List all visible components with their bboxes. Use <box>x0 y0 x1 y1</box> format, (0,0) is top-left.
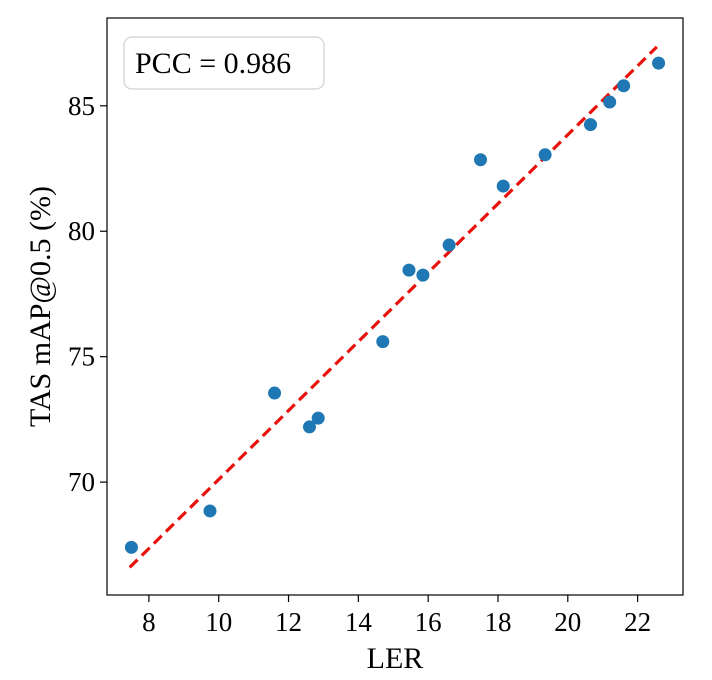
fit-line <box>128 45 658 569</box>
annotation-box <box>123 36 325 90</box>
data-point <box>474 153 488 167</box>
data-point <box>302 420 316 434</box>
y-tick-label: 75 <box>68 342 95 372</box>
fit-line-layer <box>128 45 658 569</box>
data-point <box>603 95 617 109</box>
data-point <box>376 335 390 349</box>
data-point <box>268 386 282 400</box>
data-point <box>652 56 666 70</box>
data-point <box>496 179 510 193</box>
data-point <box>124 540 138 554</box>
y-tick-label: 70 <box>68 467 95 497</box>
data-point <box>442 238 456 252</box>
data-point <box>538 148 552 162</box>
pcc-annotation: PCC = 0.986 <box>123 36 325 90</box>
y-axis-ticks: 70 75 80 85 <box>68 91 107 497</box>
points-layer <box>124 56 666 554</box>
x-tick-label: 10 <box>205 607 232 637</box>
x-tick-label: 16 <box>415 607 442 637</box>
x-tick-label: 8 <box>142 607 156 637</box>
data-point <box>583 118 597 132</box>
data-point <box>617 79 631 93</box>
plot-frame <box>106 17 684 596</box>
x-tick-label: 14 <box>345 607 373 637</box>
x-tick-label: 18 <box>484 607 511 637</box>
data-point <box>416 268 430 282</box>
y-axis-title: TAS mAP@0.5 (%) <box>24 186 57 427</box>
y-tick-label: 80 <box>68 216 95 246</box>
data-point <box>311 411 325 425</box>
x-tick-label: 12 <box>275 607 302 637</box>
data-point <box>203 504 217 518</box>
x-tick-label: 20 <box>554 607 581 637</box>
annotation-text: PCC = 0.986 <box>135 47 291 80</box>
y-tick-label: 85 <box>68 91 95 121</box>
x-axis-title: LER <box>367 642 424 675</box>
data-point <box>402 263 416 277</box>
x-tick-label: 22 <box>624 607 651 637</box>
x-axis-ticks: 8 10 12 14 16 18 20 22 <box>142 595 651 637</box>
